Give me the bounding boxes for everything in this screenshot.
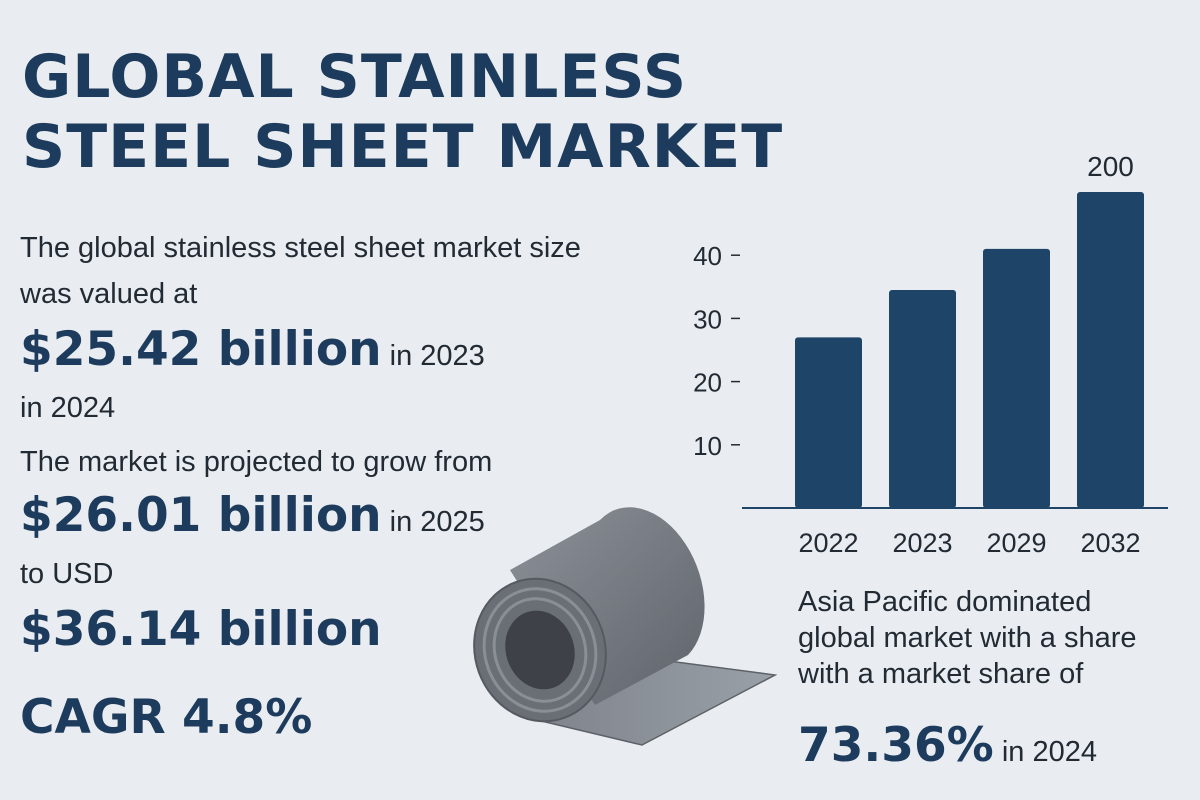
value-2025-row: $26.01 billion in 2025 [20,488,485,543]
bar-2029 [983,248,1050,508]
asia-line-3: with a market share of [798,658,1084,690]
title-line-1: GLOBAL STAINLESS [22,42,688,112]
y-tick-label: 10 [693,431,722,461]
x-axis-labels: 2022 2023 2029 2032 [798,528,1140,558]
asia-line-1: Asia Pacific dominated [798,586,1092,618]
bar-2022 [795,337,862,508]
data-label-2032: 200 [1087,151,1134,182]
y-tick-label: 20 [693,368,722,398]
y-tick-label: 30 [693,304,722,334]
value-future-row: $36.14 billion [20,602,382,657]
steel-coil-icon [473,507,778,746]
bar-2032 [1077,192,1144,508]
bar-2023 [889,289,956,508]
asia-pacific-text: Asia Pacific dominated global market wit… [798,584,1137,692]
x-tick-label-2022: 2022 [798,528,858,558]
x-tick-label-2029: 2029 [986,528,1046,558]
title-line-2: STEEL SHEET MARKET [22,112,784,182]
y-tick-label: 40 [693,241,722,271]
value-2023-suffix: in 2023 [389,340,485,372]
asia-line-2: global market with a share [798,622,1137,654]
asia-share-row: 73.36% in 2024 [798,718,1097,773]
y-axis-ticks: 10 20 30 40 [693,241,740,461]
page-title: GLOBAL STAINLESS STEEL SHEET MARKET [22,42,783,182]
intro-text-line-2: was valued at [20,278,198,310]
value-2023-row: $25.42 billion in 2023 [20,322,485,377]
asia-share-value: 73.36% [798,718,994,773]
x-tick-label-2032: 2032 [1080,528,1140,558]
to-usd-text: to USD [20,558,114,590]
line-2024: in 2024 [20,392,116,424]
value-2025-suffix: in 2025 [389,506,485,538]
asia-share-suffix: in 2024 [1001,736,1097,768]
intro-text-line-1: The global stainless steel sheet market … [20,232,581,264]
data-labels: 200 [1087,151,1134,182]
projected-text: The market is projected to grow from [20,446,493,478]
value-2023: $25.42 billion [20,322,382,377]
cagr-text: CAGR 4.8% [20,690,313,745]
value-future: $36.14 billion [20,602,382,657]
bars [795,192,1144,508]
x-tick-label-2023: 2023 [892,528,952,558]
value-2025: $26.01 billion [20,488,382,543]
